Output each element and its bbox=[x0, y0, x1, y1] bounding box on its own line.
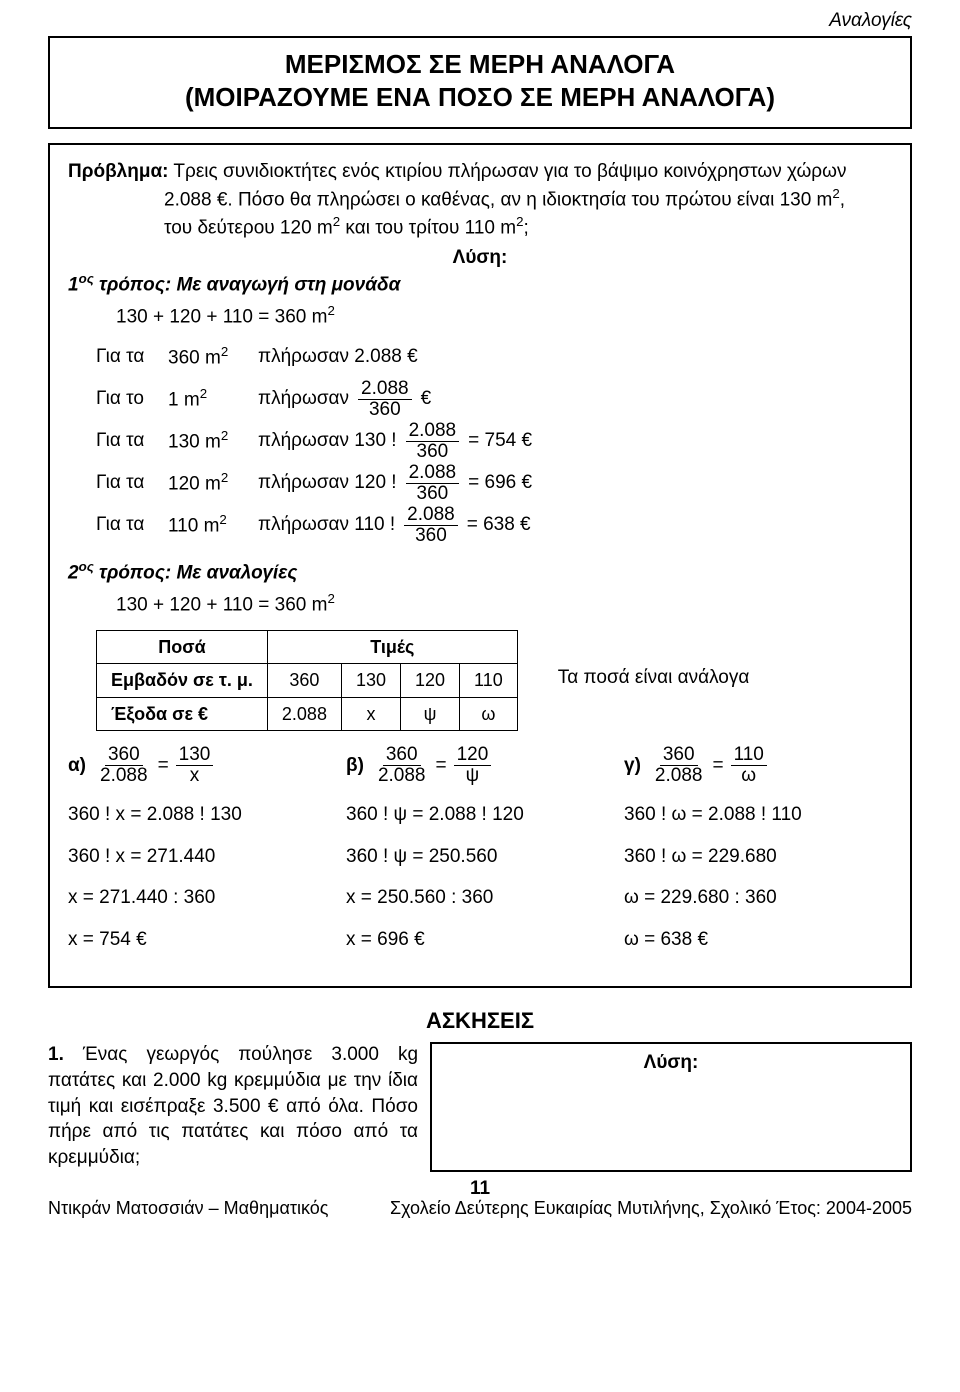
table-header: Τιμές bbox=[267, 631, 517, 664]
page-number: 11 bbox=[48, 1178, 912, 1200]
column-beta: β) 3602.088 = 120ψ 360 ! ψ = 2.088 ! 120… bbox=[346, 745, 614, 968]
solution-box-label: Λύση: bbox=[644, 1052, 699, 1073]
calc-row: Για τα 360 m2 πλήρωσαν 2.088 € bbox=[96, 336, 892, 378]
lesson-title-box: ΜΕΡΙΣΜΟΣ ΣΕ ΜΕΡΗ ΑΝΑΛΟΓΑ (ΜΟΙΡΑΖΟΥΜΕ ΕΝΑ… bbox=[48, 36, 912, 129]
table-row-label: Εμβαδόν σε τ. μ. bbox=[97, 664, 268, 697]
sum-equation-1: 130 + 120 + 110 = 360 m2 bbox=[116, 302, 892, 330]
table-cell: 110 bbox=[460, 664, 518, 697]
fraction: 2.088360 bbox=[406, 463, 460, 504]
equation-line: 360 ! ω = 2.088 ! 110 bbox=[624, 802, 892, 828]
footer-school: Σχολείο Δεύτερης Ευκαιρίας Μυτιλήνης, Σχ… bbox=[390, 1198, 912, 1219]
proportion-table: Ποσά Τιμές Εμβαδόν σε τ. μ. 360 130 120 … bbox=[96, 630, 518, 731]
title-line-2: (ΜΟΙΡΑΖΟΥΜΕ ΕΝΑ ΠΟΣΟ ΣΕ ΜΕΡΗ ΑΝΑΛΟΓΑ) bbox=[66, 81, 894, 114]
main-content-box: Πρόβλημα: Τρεις συνιδιοκτήτες ενός κτιρί… bbox=[48, 143, 912, 988]
equation-line: 360 ! x = 271.440 bbox=[68, 844, 336, 870]
calc-row: Για το 1 m2 πλήρωσαν 2.088360 € bbox=[96, 378, 892, 420]
problem-line-3: του δεύτερου 120 m2 και του τρίτου 110 m… bbox=[164, 213, 892, 241]
footer-author: Ντικράν Ματοσσιάν – Μαθηματικός bbox=[48, 1198, 328, 1219]
method-2-heading: 2ος τρόπος: Με αναλογίες bbox=[68, 558, 892, 586]
column-gamma: γ) 3602.088 = 110ω 360 ! ω = 2.088 ! 110… bbox=[624, 745, 892, 968]
page: Αναλογίες ΜΕΡΙΣΜΟΣ ΣΕ ΜΕΡΗ ΑΝΑΛΟΓΑ (ΜΟΙΡ… bbox=[0, 0, 960, 1392]
equation-line: x = 250.560 : 360 bbox=[346, 885, 614, 911]
solution-box: Λύση: bbox=[430, 1042, 912, 1172]
calc-row: Για τα 110 m2 πλήρωσαν 110 ! 2.088360 = … bbox=[96, 504, 892, 546]
equation-line: 360 ! x = 2.088 ! 130 bbox=[68, 802, 336, 828]
fraction: 3602.088 bbox=[652, 745, 706, 786]
table-header: Ποσά bbox=[97, 631, 268, 664]
title-line-1: ΜΕΡΙΣΜΟΣ ΣΕ ΜΕΡΗ ΑΝΑΛΟΓΑ bbox=[66, 48, 894, 81]
table-cell: 2.088 bbox=[267, 697, 341, 730]
equation-line: x = 754 € bbox=[68, 927, 336, 953]
fraction: 120ψ bbox=[454, 745, 492, 786]
table-cell: 360 bbox=[267, 664, 341, 697]
method-1-heading: 1ος τρόπος: Με αναγωγή στη μονάδα bbox=[68, 270, 892, 298]
equation-columns: α) 3602.088 = 130x 360 ! x = 2.088 ! 130… bbox=[68, 745, 892, 968]
problem-line-1: Τρεις συνιδιοκτήτες ενός κτιρίου πλήρωσα… bbox=[173, 161, 846, 182]
calc-row: Για τα 120 m2 πλήρωσαν 120 ! 2.088360 = … bbox=[96, 462, 892, 504]
fraction: 2.088360 bbox=[358, 379, 412, 420]
fraction: 130x bbox=[176, 745, 214, 786]
table-note: Τα ποσά είναι ανάλογα bbox=[558, 665, 750, 691]
column-alpha: α) 3602.088 = 130x 360 ! x = 2.088 ! 130… bbox=[68, 745, 336, 968]
table-cell: 130 bbox=[341, 664, 400, 697]
table-cell: ψ bbox=[401, 697, 460, 730]
problem-block: Πρόβλημα: Τρεις συνιδιοκτήτες ενός κτιρί… bbox=[68, 159, 892, 241]
exercise-number: 1. bbox=[48, 1044, 64, 1065]
equation-line: x = 696 € bbox=[346, 927, 614, 953]
exercise-1: 1. Ένας γεωργός πούλησε 3.000 kg πατάτες… bbox=[48, 1042, 912, 1172]
fraction: 3602.088 bbox=[97, 745, 151, 786]
fraction: 110ω bbox=[731, 745, 767, 786]
exercises-heading: ΑΣΚΗΣΕΙΣ bbox=[48, 1008, 912, 1034]
table-wrap: Ποσά Τιμές Εμβαδόν σε τ. μ. 360 130 120 … bbox=[68, 624, 892, 731]
table-cell: ω bbox=[460, 697, 518, 730]
exercise-text: 1. Ένας γεωργός πούλησε 3.000 kg πατάτες… bbox=[48, 1042, 418, 1170]
equation-line: ω = 229.680 : 360 bbox=[624, 885, 892, 911]
fraction: 2.088360 bbox=[404, 505, 458, 546]
problem-label: Πρόβλημα: bbox=[68, 161, 168, 182]
table-row-label: Έξοδα σε € bbox=[97, 697, 268, 730]
calc-rows: Για τα 360 m2 πλήρωσαν 2.088 € Για το 1 … bbox=[96, 336, 892, 546]
footer: Ντικράν Ματοσσιάν – Μαθηματικός Σχολείο … bbox=[48, 1198, 912, 1219]
calc-row: Για τα 130 m2 πλήρωσαν 130 ! 2.088360 = … bbox=[96, 420, 892, 462]
equation-line: x = 271.440 : 360 bbox=[68, 885, 336, 911]
fraction: 2.088360 bbox=[406, 421, 460, 462]
sum-equation-2: 130 + 120 + 110 = 360 m2 bbox=[116, 590, 892, 618]
equation-line: 360 ! ψ = 2.088 ! 120 bbox=[346, 802, 614, 828]
equation-line: 360 ! ω = 229.680 bbox=[624, 844, 892, 870]
header-topic: Αναλογίες bbox=[48, 10, 912, 32]
problem-line-2: 2.088 €. Πόσο θα πληρώσει ο καθένας, αν … bbox=[164, 185, 892, 213]
equation-line: 360 ! ψ = 250.560 bbox=[346, 844, 614, 870]
solution-label: Λύση: bbox=[68, 245, 892, 271]
table-cell: 120 bbox=[401, 664, 460, 697]
table-cell: x bbox=[341, 697, 400, 730]
equation-line: ω = 638 € bbox=[624, 927, 892, 953]
fraction: 3602.088 bbox=[375, 745, 429, 786]
